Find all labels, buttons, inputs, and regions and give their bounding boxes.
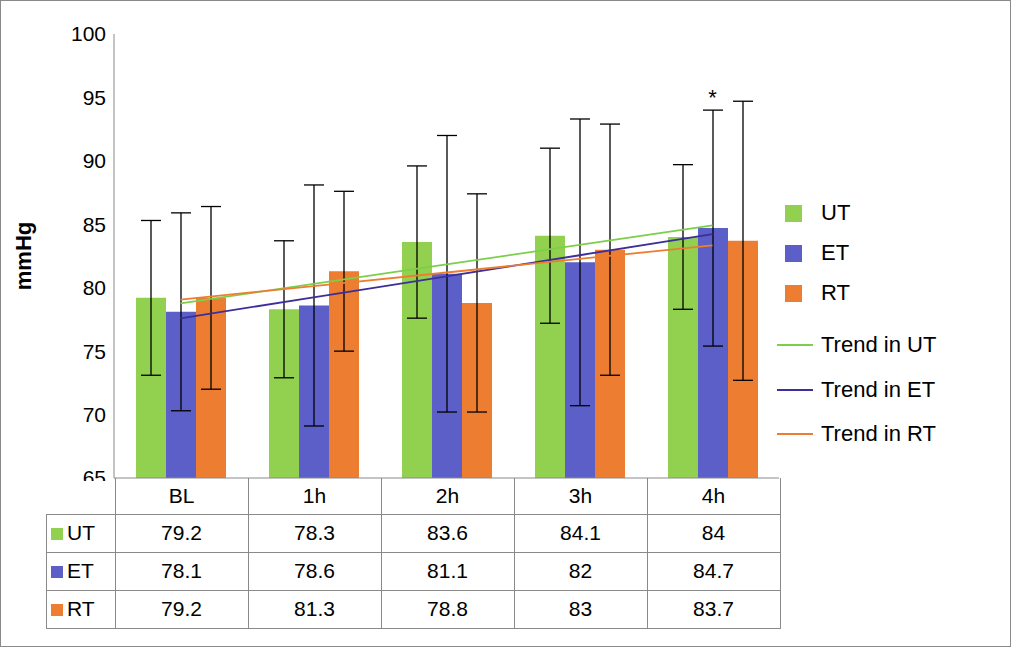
svg-text:85: 85 bbox=[83, 213, 106, 236]
html-text:UT: UT bbox=[821, 200, 851, 225]
html-text:4h: 4h bbox=[701, 483, 726, 507]
svg-text:80: 80 bbox=[83, 276, 106, 299]
svg-text:90: 90 bbox=[83, 149, 106, 172]
html-text:83: 83 bbox=[568, 597, 593, 620]
html-text:83.7: 83.7 bbox=[693, 597, 734, 620]
html-text:ET: ET bbox=[821, 240, 850, 265]
html-text:84.7: 84.7 bbox=[693, 559, 734, 582]
html-text:Trend in ET: Trend in ET bbox=[821, 376, 936, 402]
html-text:81.3: 81.3 bbox=[294, 597, 335, 620]
html-text:3h: 3h bbox=[568, 483, 593, 507]
html-text:81.1: 81.1 bbox=[427, 559, 468, 582]
html-text:RT: RT bbox=[67, 597, 95, 620]
svg-text:*: * bbox=[708, 85, 717, 110]
html-text:2h: 2h bbox=[435, 483, 460, 507]
html-text:82: 82 bbox=[568, 559, 593, 582]
svg-text:70: 70 bbox=[83, 403, 106, 426]
html-text:BL: BL bbox=[168, 483, 195, 507]
html-text:ET: ET bbox=[67, 559, 94, 582]
svg-text:95: 95 bbox=[83, 86, 106, 109]
svg-text:mmHg: mmHg bbox=[11, 222, 36, 290]
svg-text:65: 65 bbox=[83, 466, 106, 481]
html-text:79.2: 79.2 bbox=[161, 521, 202, 544]
html-text:RT: RT bbox=[821, 280, 850, 305]
html-text:79.2: 79.2 bbox=[161, 597, 202, 620]
html-text:84: 84 bbox=[701, 521, 726, 544]
html-text:UT: UT bbox=[67, 521, 95, 544]
html-text:78.6: 78.6 bbox=[294, 559, 335, 582]
html-text:84.1: 84.1 bbox=[560, 521, 601, 544]
svg-text:100: 100 bbox=[71, 22, 106, 45]
html-text:78.3: 78.3 bbox=[294, 521, 335, 544]
html-text:83.6: 83.6 bbox=[427, 521, 468, 544]
html-text:Trend in RT: Trend in RT bbox=[821, 421, 936, 447]
html-text:Trend in UT: Trend in UT bbox=[821, 332, 937, 358]
html-text:78.1: 78.1 bbox=[161, 559, 202, 582]
html-text:78.8: 78.8 bbox=[427, 597, 468, 620]
svg-text:75: 75 bbox=[83, 340, 106, 363]
html-text:1h: 1h bbox=[302, 483, 327, 507]
